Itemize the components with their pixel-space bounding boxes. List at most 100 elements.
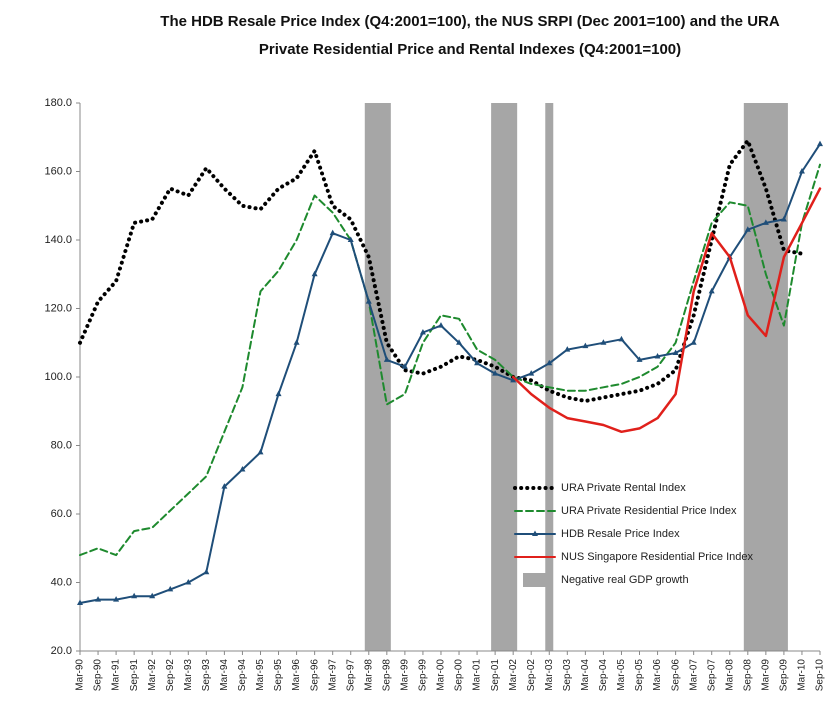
point-marker — [437, 322, 444, 328]
x-tick-label: Mar-05 — [616, 659, 627, 691]
point-marker — [131, 592, 138, 599]
x-tick-label: Mar-06 — [652, 659, 663, 691]
x-tick-label: Sep-04 — [598, 659, 609, 692]
point-marker — [365, 298, 372, 304]
y-tick-label: 20.0 — [51, 645, 72, 657]
x-tick-label: Mar-00 — [436, 659, 447, 691]
x-tick-label: Mar-98 — [363, 659, 374, 691]
point-marker — [329, 229, 336, 236]
point-marker — [546, 359, 553, 366]
x-tick-label: Mar-90 — [75, 659, 86, 691]
x-tick-label: Mar-10 — [797, 659, 808, 691]
point-marker — [672, 349, 679, 356]
x-tick-label: Sep-96 — [309, 659, 320, 692]
point-marker — [636, 356, 643, 362]
x-tick-label: Sep-03 — [562, 659, 573, 692]
x-tick-label: Sep-92 — [165, 659, 176, 692]
x-tick-label: Mar-07 — [688, 659, 699, 691]
legend-label: NUS Singapore Residential Price Index — [561, 551, 753, 563]
x-tick-label: Mar-97 — [327, 659, 338, 691]
series-line — [511, 187, 822, 434]
x-tick-label: Mar-99 — [400, 659, 411, 691]
x-tick-label: Sep-90 — [93, 659, 104, 692]
point-marker — [690, 339, 697, 345]
y-tick-label: 120.0 — [44, 302, 72, 314]
x-tick-label: Mar-09 — [760, 659, 771, 691]
x-tick-label: Sep-02 — [526, 659, 537, 692]
x-tick-label: Sep-05 — [634, 659, 645, 692]
legend-marker — [532, 530, 538, 536]
x-tick-label: Sep-91 — [129, 659, 140, 692]
point-marker — [582, 342, 589, 349]
x-tick-label: Sep-97 — [345, 659, 356, 692]
point-marker — [293, 339, 300, 345]
point-marker — [419, 328, 426, 335]
x-tick-label: Mar-94 — [219, 659, 230, 691]
x-tick-label: Sep-99 — [418, 659, 429, 692]
point-marker — [528, 370, 535, 376]
point-marker — [798, 168, 805, 174]
point-marker — [113, 596, 120, 602]
x-tick-label: Sep-95 — [273, 659, 284, 692]
point-marker — [311, 270, 318, 277]
legend-label: HDB Resale Price Index — [561, 528, 680, 540]
point-marker — [654, 352, 661, 359]
x-tick-label: Mar-91 — [111, 659, 122, 691]
point-marker — [708, 287, 715, 294]
point-marker — [221, 483, 228, 489]
recession-band — [743, 103, 788, 651]
point-marker — [203, 568, 210, 575]
point-marker — [474, 359, 481, 366]
x-tick-label: Mar-08 — [724, 659, 735, 691]
x-tick-label: Sep-08 — [742, 659, 753, 692]
point-marker — [383, 356, 390, 362]
legend-label: URA Private Residential Price Index — [561, 505, 737, 517]
point-marker — [600, 339, 607, 345]
y-tick-label: 80.0 — [51, 439, 72, 451]
series-line — [79, 143, 821, 604]
point-marker — [95, 596, 102, 602]
point-marker — [744, 226, 751, 232]
point-marker — [257, 448, 264, 455]
legend-label: Negative real GDP growth — [561, 574, 689, 586]
point-marker — [456, 339, 463, 345]
x-tick-label: Mar-95 — [255, 659, 266, 691]
y-tick-label: 160.0 — [44, 165, 72, 177]
y-tick-label: 140.0 — [44, 234, 72, 246]
series-line — [78, 138, 804, 403]
chart-title: The HDB Resale Price Index (Q4:2001=100)… — [160, 13, 780, 30]
legend-label: URA Private Rental Index — [561, 482, 686, 494]
chart-title: Private Residential Price and Rental Ind… — [259, 41, 681, 58]
x-tick-label: Sep-01 — [490, 659, 501, 692]
x-tick-label: Sep-07 — [706, 659, 717, 692]
x-tick-label: Sep-06 — [670, 659, 681, 692]
point-marker — [275, 390, 282, 397]
x-tick-label: Mar-96 — [291, 659, 302, 691]
legend-swatch — [523, 573, 547, 587]
point-marker — [239, 465, 246, 472]
point-marker — [510, 376, 517, 383]
point-marker — [185, 579, 192, 585]
x-tick-label: Mar-03 — [544, 659, 555, 691]
point-marker — [762, 219, 769, 225]
point-marker — [817, 140, 823, 147]
x-tick-label: Sep-94 — [237, 659, 248, 692]
x-tick-label: Sep-93 — [201, 659, 212, 692]
point-marker — [492, 370, 499, 376]
point-marker — [347, 236, 354, 242]
y-tick-label: 60.0 — [51, 508, 72, 520]
point-marker — [780, 215, 787, 222]
recession-band — [545, 103, 554, 651]
series-line — [79, 163, 821, 557]
point-marker — [149, 592, 156, 599]
y-tick-label: 100.0 — [44, 371, 72, 383]
x-tick-label: Sep-98 — [381, 659, 392, 692]
x-tick-label: Mar-02 — [508, 659, 519, 691]
x-tick-label: Sep-10 — [815, 659, 825, 692]
x-tick-label: Sep-09 — [779, 659, 790, 692]
point-marker — [77, 599, 83, 606]
point-marker — [564, 346, 571, 352]
x-tick-label: Mar-93 — [183, 659, 194, 691]
point-marker — [618, 335, 625, 342]
